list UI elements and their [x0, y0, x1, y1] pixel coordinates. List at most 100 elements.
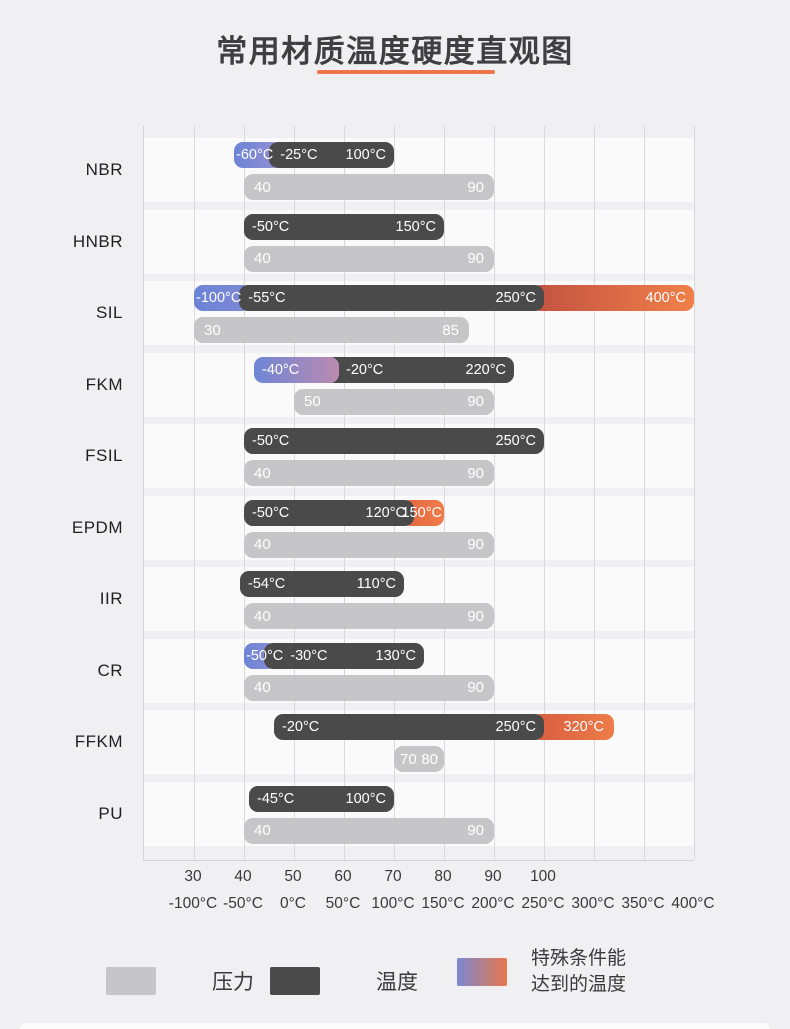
material-row-IIR: -54°C 110°C 40 90: [144, 571, 694, 629]
legend-swatch-pressure: [106, 967, 156, 995]
legend-label-special: 特殊条件能 达到的温度: [531, 948, 627, 995]
gridline: [543, 126, 545, 860]
hardness-tick: 40: [234, 868, 252, 885]
temperature-max-label: 220°C: [465, 361, 506, 378]
special-min-label: -100°C: [196, 290, 242, 306]
pressure-min-label: 40: [254, 536, 271, 553]
temperature-min-label: -50°C: [252, 433, 290, 449]
temperature-axis: -100°C -50°C 0°C 50°C 100°C 150°C 200°C 250°C 30…: [143, 895, 715, 915]
hardness-tick: 80: [434, 868, 452, 885]
temperature-max-label: 150°C: [395, 218, 436, 235]
pressure-bar: 40 90: [244, 603, 494, 629]
temperature-min-label: -30°C: [290, 647, 328, 664]
pressure-bar: 70 80: [394, 746, 444, 772]
temperature-tick: 150°C: [421, 895, 465, 912]
title-underline: [317, 70, 495, 74]
temperature-bar: [244, 499, 414, 526]
pressure-max-label: 90: [467, 607, 484, 625]
temperature-min-label: -45°C: [257, 790, 295, 807]
temperature-min-label: -50°C: [252, 218, 290, 235]
legend-item-pressure: 压力: [106, 966, 254, 996]
hardness-tick: 70: [384, 868, 402, 885]
next-card-edge: [20, 1023, 770, 1029]
pressure-min-label: 40: [254, 250, 271, 267]
pressure-min-label: 30: [204, 321, 221, 339]
pressure-max-label: 85: [442, 321, 459, 339]
temperature-bar: [239, 285, 544, 311]
pressure-max-label: 90: [467, 679, 484, 696]
temperature-tick: 0°C: [279, 895, 307, 912]
hardness-tick: 90: [484, 868, 502, 885]
temperature-tick: 350°C: [621, 895, 665, 912]
temperature-max-label: 250°C: [495, 433, 536, 449]
temperature-bar: [274, 714, 544, 740]
special-temperature-segment: [254, 356, 339, 383]
material-row-EPDM: -50°C 120°C 150°C 40 90: [144, 499, 694, 558]
gridline: [493, 126, 495, 860]
temperature-bar: [240, 571, 404, 597]
temperature-min-label: -50°C: [252, 504, 290, 521]
legend-label-pressure: 压力: [212, 971, 254, 994]
material-label-PU: PU: [98, 803, 123, 823]
gridline: [293, 126, 295, 860]
chart-plot-area: -60°C -25°C 100°C 40 90 -50°C 150°C 40 90 -100°C -…: [143, 126, 695, 861]
legend-item-special: 特殊条件能 达到的温度: [457, 946, 626, 998]
temperature-min-label: -54°C: [248, 576, 286, 592]
material-label-HNBR: HNBR: [72, 231, 123, 251]
temperature-tick: -50°C: [223, 895, 263, 912]
temperature-max-label: 250°C: [495, 290, 536, 306]
pressure-bar: 40 90: [244, 817, 494, 844]
temperature-min-label: -20°C: [282, 719, 320, 735]
legend-label-temperature: 温度: [376, 971, 418, 994]
material-row-FSIL: -50°C 250°C 40 90: [144, 428, 694, 486]
temperature-tick: 250°C: [521, 895, 565, 912]
temperature-tick: 300°C: [571, 895, 615, 912]
gridline: [693, 126, 695, 860]
temperature-min-label: -55°C: [248, 290, 286, 306]
temperature-max-label: 250°C: [495, 719, 536, 735]
pressure-min-label: 40: [254, 607, 271, 625]
pressure-min-label: 40: [254, 822, 271, 839]
pressure-max-label: 90: [467, 464, 484, 482]
legend-swatch-special: [457, 958, 507, 986]
material-label-CR: CR: [97, 660, 123, 680]
temperature-max-label: 120°C: [365, 504, 406, 521]
special-max-label: 320°C: [563, 719, 604, 735]
pressure-min-label: 70: [400, 750, 417, 768]
material-row-FKM: -40°C -20°C 220°C 50 90: [144, 356, 694, 415]
material-label-SIL: SIL: [95, 303, 123, 322]
pressure-max-label: 80: [421, 750, 438, 768]
legend-swatch-temperature: [270, 967, 320, 995]
gridline: [243, 126, 245, 860]
temperature-min-label: -25°C: [280, 147, 318, 163]
temperature-bar: [244, 213, 444, 240]
hardness-tick: 50: [284, 868, 302, 885]
material-row-CR: -50°C -30°C 130°C 40 90: [144, 642, 694, 701]
legend-item-temperature: 温度: [270, 966, 418, 996]
gridline: [343, 126, 345, 860]
gridline: [443, 126, 445, 860]
special-max-label: 150°C: [401, 504, 442, 521]
pressure-max-label: 90: [467, 536, 484, 553]
pressure-bar: 40 90: [244, 245, 494, 272]
hardness-tick: 60: [334, 868, 352, 885]
gridline: [643, 126, 645, 860]
page-title: 常用材质温度硬度直观图: [216, 34, 574, 69]
material-label-FFKM: FFKM: [74, 732, 123, 751]
pressure-min-label: 40: [254, 178, 271, 196]
temperature-tick: 50°C: [325, 895, 361, 912]
temperature-tick: -100°C: [168, 895, 218, 912]
pressure-bar: 40 90: [244, 460, 494, 486]
material-label-FSIL: FSIL: [85, 446, 123, 465]
temperature-max-label: 130°C: [375, 647, 416, 664]
temperature-tick: 400°C: [671, 895, 715, 912]
pressure-max-label: 90: [467, 178, 484, 196]
hardness-axis: 30 40 50 60 70 80 90 100: [143, 868, 703, 888]
material-row-FFKM: -20°C 250°C 320°C 70 80: [144, 714, 694, 772]
pressure-min-label: 50: [304, 393, 321, 410]
material-label-EPDM: EPDM: [71, 517, 123, 537]
special-min-label: -40°C: [262, 361, 300, 378]
special-temperature-segment: [532, 714, 614, 740]
special-max-label: 400°C: [645, 290, 686, 306]
